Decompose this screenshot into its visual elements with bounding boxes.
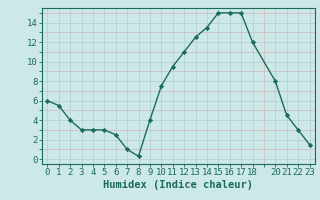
X-axis label: Humidex (Indice chaleur): Humidex (Indice chaleur): [103, 180, 253, 190]
